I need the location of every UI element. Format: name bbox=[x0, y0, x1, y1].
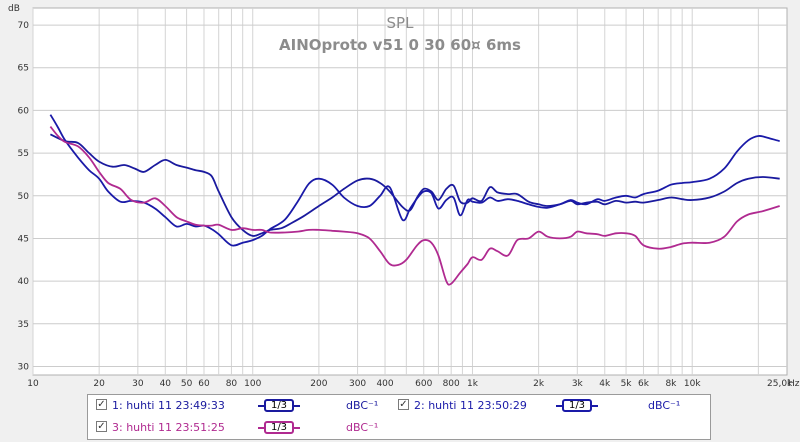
y-tick-label: 40 bbox=[18, 277, 30, 287]
legend-checkbox-1[interactable]: ✓ bbox=[96, 399, 107, 410]
x-tick-label: 400 bbox=[376, 379, 393, 389]
x-tick-label: 30 bbox=[132, 379, 144, 389]
x-tick-label: 50 bbox=[181, 379, 193, 389]
series-line-3 bbox=[49, 126, 780, 286]
smoothing-line-icon-1b bbox=[294, 405, 300, 407]
legend-entry-1: ✓ 1: huhti 11 23:49:33 1/3 dBC⁻¹ bbox=[96, 395, 386, 415]
y-tick-label: 70 bbox=[18, 21, 30, 31]
legend-entry-2: ✓ 2: huhti 11 23:50:29 1/3 dBC⁻¹ bbox=[398, 395, 698, 415]
x-axis-unit: Hz bbox=[788, 379, 800, 389]
y-axis-label: dB bbox=[8, 4, 20, 14]
y-tick-label: 30 bbox=[18, 362, 30, 372]
series-line-2 bbox=[49, 114, 780, 247]
legend-label-2: 2: huhti 11 23:50:29 bbox=[414, 399, 527, 412]
legend-panel: ✓ 1: huhti 11 23:49:33 1/3 dBC⁻¹ ✓ 2: hu… bbox=[87, 394, 711, 440]
plot-area bbox=[32, 7, 788, 376]
legend-label-1: 1: huhti 11 23:49:33 bbox=[112, 399, 225, 412]
y-tick-label: 55 bbox=[18, 149, 29, 159]
x-tick-label: 4k bbox=[599, 379, 611, 389]
x-tick-label: 2k bbox=[533, 379, 545, 389]
smoothing-line-icon-3 bbox=[258, 427, 264, 429]
legend-unit-1: dBC⁻¹ bbox=[346, 399, 379, 412]
spl-chart: 30 35 40 45 50 55 60 65 70 10 20 30 40 50 60 80 100 200 3… bbox=[8, 4, 800, 389]
x-tick-label: 1k bbox=[467, 379, 479, 389]
x-tick-label: 5k bbox=[621, 379, 633, 389]
x-tick-label: 200 bbox=[310, 379, 327, 389]
smoothing-button-1[interactable]: 1/3 bbox=[264, 399, 294, 412]
x-tick-label: 60 bbox=[198, 379, 210, 389]
chart-svg: 30 35 40 45 50 55 60 65 70 10 20 30 40 50 60 80 100 200 3… bbox=[8, 4, 800, 389]
smoothing-line-icon-2b bbox=[592, 405, 598, 407]
x-tick-label: 40 bbox=[160, 379, 172, 389]
y-tick-label: 35 bbox=[18, 320, 29, 330]
smoothing-button-2[interactable]: 1/3 bbox=[562, 399, 592, 412]
legend-checkbox-3[interactable]: ✓ bbox=[96, 421, 107, 432]
x-tick-label: 600 bbox=[415, 379, 432, 389]
smoothing-line-icon-3b bbox=[294, 427, 300, 429]
chart-title: SPL bbox=[387, 14, 415, 32]
legend-checkbox-2[interactable]: ✓ bbox=[398, 399, 409, 410]
x-tick-label: 300 bbox=[349, 379, 366, 389]
smoothing-button-3[interactable]: 1/3 bbox=[264, 421, 294, 434]
x-tick-label: 3k bbox=[572, 379, 584, 389]
y-tick-label: 65 bbox=[18, 64, 29, 74]
legend-unit-2: dBC⁻¹ bbox=[648, 399, 681, 412]
y-tick-label: 60 bbox=[18, 106, 30, 116]
y-tick-label: 45 bbox=[18, 234, 29, 244]
x-tick-label: 20 bbox=[93, 379, 105, 389]
x-tick-label: 80 bbox=[226, 379, 238, 389]
series-line-1 bbox=[50, 133, 780, 237]
x-tick-label: 6k bbox=[638, 379, 650, 389]
x-tick-label: 10 bbox=[27, 379, 39, 389]
chart-subtitle: AINOproto v51 0 30 60¤ 6ms bbox=[279, 36, 521, 54]
legend-entry-3: ✓ 3: huhti 11 23:51:25 1/3 dBC⁻¹ bbox=[96, 417, 386, 437]
x-tick-label: 25,0k bbox=[767, 379, 793, 389]
x-tick-label: 10k bbox=[684, 379, 701, 389]
x-tick-label: 100 bbox=[244, 379, 261, 389]
smoothing-line-icon-2 bbox=[556, 405, 562, 407]
y-tick-label: 50 bbox=[18, 192, 30, 202]
smoothing-line-icon-1 bbox=[258, 405, 264, 407]
x-tick-label: 8k bbox=[665, 379, 677, 389]
x-tick-label: 800 bbox=[443, 379, 460, 389]
legend-unit-3: dBC⁻¹ bbox=[346, 421, 379, 434]
legend-label-3: 3: huhti 11 23:51:25 bbox=[112, 421, 225, 434]
